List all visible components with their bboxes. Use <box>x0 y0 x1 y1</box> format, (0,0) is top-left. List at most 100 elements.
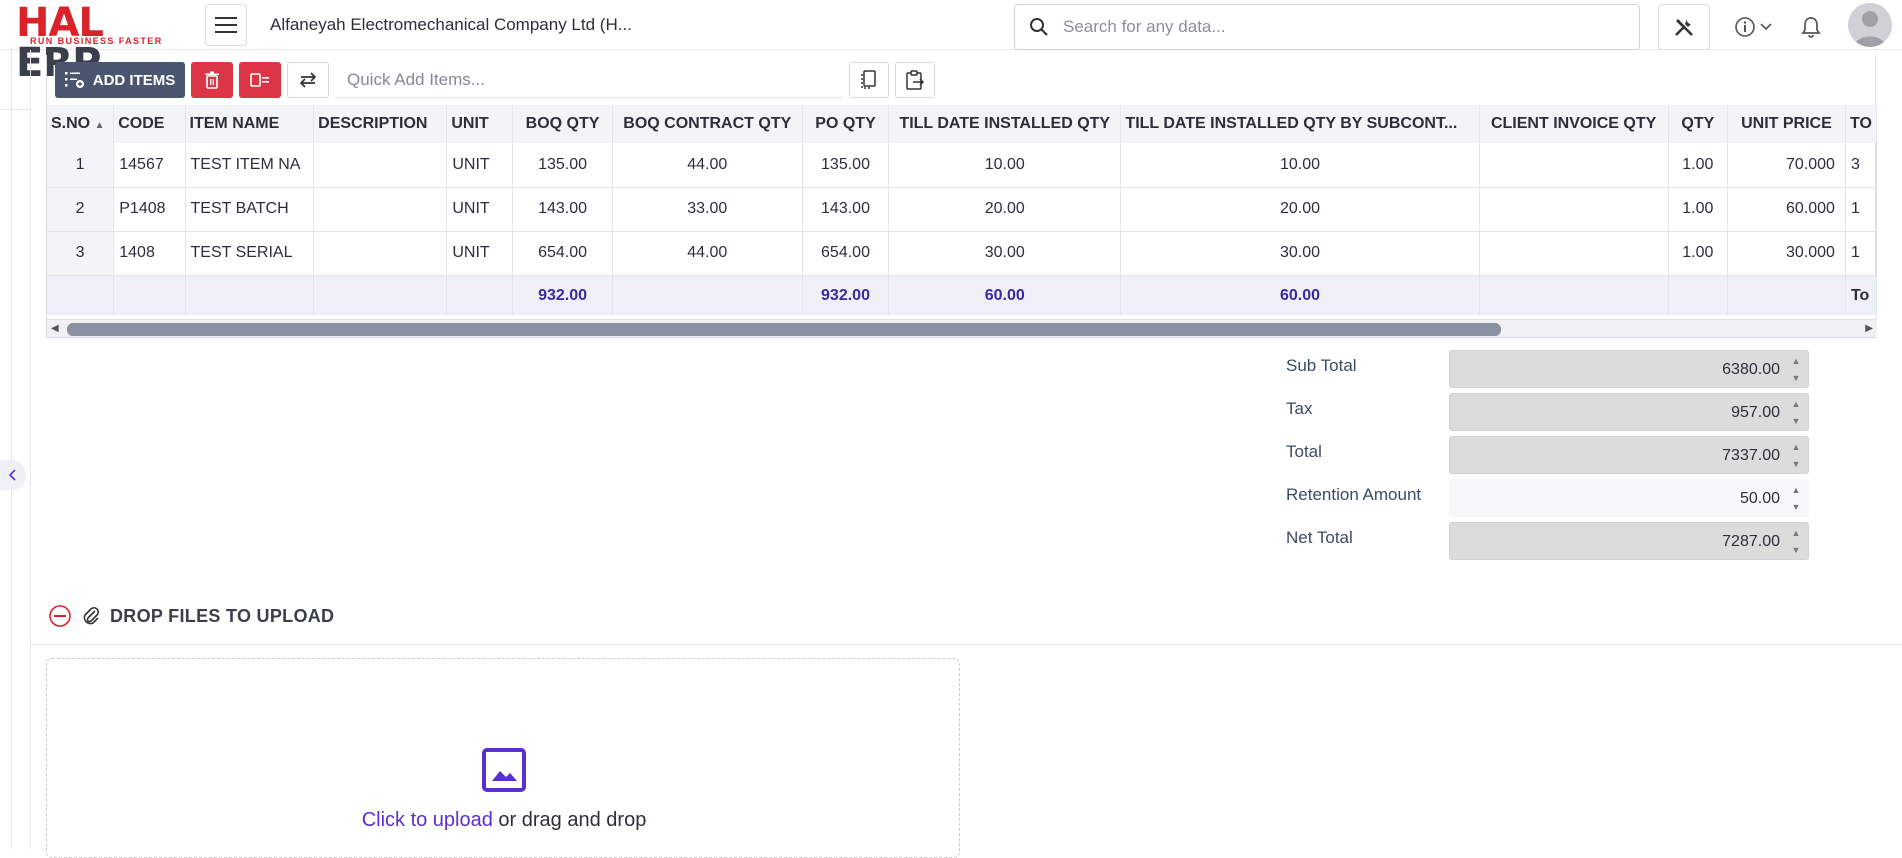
cell-sno[interactable]: 3 <box>47 231 115 276</box>
total-cell-unit <box>446 275 514 315</box>
cell-unit[interactable]: UNIT <box>446 231 514 276</box>
horizontal-scrollbar[interactable]: ◀ ▶ <box>47 319 1877 337</box>
cell-po-qty[interactable]: 135.00 <box>802 143 890 188</box>
file-dropzone[interactable]: Click to upload or drag and drop <box>46 658 960 858</box>
copy-button[interactable] <box>849 62 889 98</box>
user-avatar[interactable] <box>1848 3 1892 47</box>
cell-description[interactable] <box>313 187 448 232</box>
click-to-upload-link[interactable]: Click to upload <box>361 809 493 831</box>
cell-code[interactable]: 1408 <box>113 231 186 276</box>
cell-boq-contract-qty[interactable]: 44.00 <box>612 231 803 276</box>
help-menu-button[interactable] <box>1728 12 1778 42</box>
tools-button[interactable] <box>1658 4 1710 50</box>
notifications-button[interactable] <box>1796 12 1826 42</box>
column-header-till-date-installed-qty-subcont[interactable]: TILL DATE INSTALLED QTY BY SUBCONT... <box>1120 105 1480 143</box>
content-divider <box>30 50 31 849</box>
cell-till-date-installed[interactable]: 10.00 <box>888 143 1122 188</box>
cell-unit[interactable]: UNIT <box>446 187 514 232</box>
column-header-unit-price[interactable]: UNIT PRICE <box>1727 105 1846 143</box>
column-header-item-name[interactable]: ITEM NAME <box>185 105 315 143</box>
cell-unit-price[interactable]: 70.000 <box>1727 143 1846 188</box>
cell-qty[interactable]: 1.00 <box>1668 143 1728 188</box>
cell-item-name[interactable]: TEST SERIAL <box>185 231 315 276</box>
cell-boq-qty[interactable]: 135.00 <box>512 143 613 188</box>
cell-boq-qty[interactable]: 654.00 <box>512 231 613 276</box>
search-input[interactable] <box>1063 17 1623 37</box>
left-rail <box>0 50 12 849</box>
collapse-minus-icon[interactable] <box>48 604 72 628</box>
cell-total[interactable]: 3 <box>1845 143 1877 188</box>
scrollbar-thumb[interactable] <box>67 323 1501 336</box>
cell-sno[interactable]: 1 <box>47 143 115 188</box>
add-items-button[interactable]: ADD ITEMS <box>55 62 185 98</box>
bell-icon <box>1801 17 1821 38</box>
cell-boq-contract-qty[interactable]: 44.00 <box>612 143 803 188</box>
column-header-boq-contract-qty[interactable]: BOQ CONTRACT QTY <box>612 105 803 143</box>
cell-till-date-installed-sub[interactable]: 10.00 <box>1120 143 1480 188</box>
app-logo[interactable]: HAL ERP RUN BUSINESS FASTER <box>16 3 184 83</box>
cell-description[interactable] <box>313 143 448 188</box>
sidebar-expand-toggle[interactable] <box>0 460 26 490</box>
quick-add-items-input[interactable] <box>335 62 843 98</box>
column-header-total[interactable]: TO <box>1845 105 1877 143</box>
scroll-right-icon[interactable]: ▶ <box>1865 323 1873 334</box>
cell-code[interactable]: 14567 <box>113 143 186 188</box>
cell-item-name[interactable]: TEST BATCH <box>185 187 315 232</box>
cell-code[interactable]: P1408 <box>113 187 186 232</box>
cell-unit-price[interactable]: 30.000 <box>1727 231 1846 276</box>
cell-till-date-installed-sub[interactable]: 20.00 <box>1120 187 1480 232</box>
cell-till-date-installed[interactable]: 30.00 <box>888 231 1122 276</box>
column-header-till-date-installed-qty[interactable]: TILL DATE INSTALLED QTY <box>888 105 1122 143</box>
spin-down-icon[interactable]: ▼ <box>1791 502 1801 512</box>
cell-boq-contract-qty[interactable]: 33.00 <box>612 187 803 232</box>
cell-client-invoice-qty[interactable] <box>1479 187 1669 232</box>
cell-unit-price[interactable]: 60.000 <box>1727 187 1846 232</box>
hamburger-menu-button[interactable] <box>205 4 247 46</box>
cell-qty[interactable]: 1.00 <box>1668 187 1728 232</box>
table-row[interactable]: 2 P1408 TEST BATCH UNIT 143.00 33.00 143… <box>47 187 1877 232</box>
cell-po-qty[interactable]: 143.00 <box>802 187 890 232</box>
global-search[interactable] <box>1014 4 1640 50</box>
cell-description[interactable] <box>313 231 448 276</box>
table-row[interactable]: 3 1408 TEST SERIAL UNIT 654.00 44.00 654… <box>47 231 1877 276</box>
cell-sno[interactable]: 2 <box>47 187 115 232</box>
company-name[interactable]: Alfaneyah Electromechanical Company Ltd … <box>270 15 632 34</box>
column-header-po-qty[interactable]: PO QTY <box>802 105 890 143</box>
column-header-client-invoice-qty[interactable]: CLIENT INVOICE QTY <box>1479 105 1669 143</box>
total-po-qty: 932.00 <box>802 275 890 315</box>
delete-rows-button[interactable] <box>239 62 281 98</box>
spin-up-icon[interactable]: ▲ <box>1791 485 1801 495</box>
cell-total[interactable]: 1 <box>1845 231 1877 276</box>
sub-total-label: Sub Total <box>1286 356 1357 375</box>
cell-till-date-installed-sub[interactable]: 30.00 <box>1120 231 1480 276</box>
cell-qty[interactable]: 1.00 <box>1668 231 1728 276</box>
column-header-description[interactable]: DESCRIPTION <box>313 105 448 143</box>
spin-up-icon: ▲ <box>1791 528 1801 538</box>
column-header-sno[interactable]: S.NO ▲ <box>47 105 115 143</box>
column-header-code[interactable]: CODE <box>113 105 186 143</box>
cell-till-date-installed[interactable]: 20.00 <box>888 187 1122 232</box>
delete-items-button[interactable] <box>191 62 233 98</box>
total-total: To <box>1845 275 1877 315</box>
scroll-left-icon[interactable]: ◀ <box>51 323 59 334</box>
column-header-qty[interactable]: QTY <box>1668 105 1728 143</box>
retention-amount-input[interactable]: 50.00 ▲ ▼ <box>1449 479 1809 517</box>
column-header-unit[interactable]: UNIT <box>446 105 514 143</box>
swap-button[interactable] <box>287 62 329 98</box>
column-header-boq-qty[interactable]: BOQ QTY <box>512 105 613 143</box>
total-field: 7337.00 ▲ ▼ <box>1449 436 1809 474</box>
cell-total[interactable]: 1 <box>1845 187 1877 232</box>
cell-boq-qty[interactable]: 143.00 <box>512 187 613 232</box>
upload-title: DROP FILES TO UPLOAD <box>110 605 335 626</box>
table-row[interactable]: 1 14567 TEST ITEM NA UNIT 135.00 44.00 1… <box>47 143 1877 188</box>
retention-spinner[interactable]: ▲ ▼ <box>1790 486 1802 512</box>
cell-unit[interactable]: UNIT <box>446 143 514 188</box>
top-bar: HAL ERP RUN BUSINESS FASTER Alfaneyah El… <box>0 0 1902 83</box>
cell-client-invoice-qty[interactable] <box>1479 231 1669 276</box>
cell-item-name[interactable]: TEST ITEM NA <box>185 143 315 188</box>
cell-client-invoice-qty[interactable] <box>1479 143 1669 188</box>
cell-po-qty[interactable]: 654.00 <box>802 231 890 276</box>
paperclip-icon <box>83 606 100 625</box>
items-panel: ADD ITEMS S.NO ▲ CODE IT <box>46 55 1877 338</box>
paste-button[interactable] <box>895 62 935 98</box>
